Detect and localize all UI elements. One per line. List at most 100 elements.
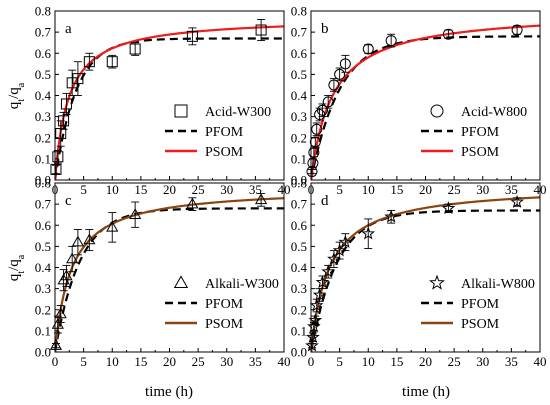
x-tick-label-c: 30 [220,354,233,369]
data-point-d [384,209,398,223]
legend-label-a: PFOM [205,125,244,140]
y-tick-label-b: 0.8 [291,4,307,19]
y-tick-label-c: 0.2 [35,302,51,317]
data-point-a [66,77,78,89]
x-tick-label-a: 5 [80,182,87,197]
y-tick-label-c: 0.0 [35,345,51,360]
y-tick-label-d: 0.7 [291,197,308,212]
legend-marker-c [173,275,189,288]
panel-label-d: d [321,193,329,209]
legend-label-d: PFOM [461,297,500,312]
legend-marker-b [430,104,444,118]
x-tick-label-d: 5 [336,354,343,369]
data-point-b [328,79,340,91]
curve-psom-d [311,196,540,352]
y-tick-label-a: 0.4 [35,88,52,103]
x-tick-label-d: 10 [362,354,375,369]
y-tick-label-b: 0.7 [291,25,308,40]
data-point-a [58,115,70,127]
data-point-a [255,24,267,36]
data-point-b [334,68,346,80]
y-tick-label-b: 0.0 [291,173,307,188]
data-point-b [311,123,323,135]
data-point-b [309,136,321,148]
data-point-c [106,220,119,232]
plot-area-b [311,24,540,180]
legend-label-c: PSOM [205,317,244,332]
x-tick-label-c: 25 [192,354,205,369]
y-tick-label-a: 0.0 [35,173,51,188]
data-point-b [362,43,374,55]
legend-label-b: PSOM [461,145,500,160]
data-point-a [50,163,62,175]
y-tick-label-a: 0.2 [35,130,51,145]
x-tick-label-c: 15 [134,354,147,369]
x-tick-label-a: 10 [106,182,119,197]
y-axis-label-top: qt/qa [6,82,27,109]
panel-a: 0 5 10 15 20 25 30 35 400.00.10.20.30.40.50.60.7… [35,4,291,198]
x-tick-label-b: 30 [476,182,489,197]
legend-label-c: PFOM [205,297,244,312]
y-tick-label-d: 0.2 [291,302,307,317]
y-tick-label-d: 0.5 [291,239,307,254]
data-point-b [322,96,334,108]
data-point-d [305,338,319,352]
legend-label-b: Acid-W800 [461,105,527,120]
x-axis-label-right: time (h) [402,384,450,400]
data-point-d [309,298,324,312]
curve-psom-b [311,24,540,180]
data-point-c [83,233,96,245]
x-tick-label-d: 20 [419,354,432,369]
y-tick-label-a: 0.6 [35,46,52,61]
data-point-c [129,208,142,219]
data-point-d [441,201,456,215]
legend-label-d: PSOM [461,317,500,332]
data-point-d [510,194,524,208]
data-point-a [72,73,84,85]
data-point-c [186,197,199,209]
x-tick-label-a: 15 [134,182,147,197]
data-point-a [55,128,67,140]
curve-pfom-d [311,209,540,352]
y-tick-label-c: 0.3 [35,281,51,296]
y-tick-label-d: 0.6 [291,218,308,233]
x-tick-label-b: 10 [362,182,375,197]
data-point-d [361,226,376,240]
y-tick-label-a: 0.8 [35,4,51,19]
x-tick-label-c: 5 [80,354,87,369]
x-tick-label-d: 0 [308,354,315,369]
data-point-d [312,287,327,301]
y-tick-label-b: 0.1 [291,151,307,166]
data-point-a [52,151,64,163]
legend-label-a: Acid-W300 [205,105,271,120]
data-point-d [327,251,341,265]
data-point-b [308,147,320,159]
data-point-d [306,330,320,344]
legend-label-c: Alkali-W300 [205,277,279,292]
x-tick-label-c: 40 [278,354,291,369]
panel-c: 0 5 10 15 20 25 30 35 40 0.0 0.1 0.2 0.3 0.4 0.5 0.6 0.7… [35,176,291,370]
x-axis-label-left: time (h) [145,384,193,400]
y-tick-label-c: 0.8 [35,176,51,191]
x-tick-label-d: 15 [390,354,403,369]
x-tick-label-c: 20 [163,354,176,369]
x-tick-label-d: 30 [476,354,489,369]
y-tick-label-d: 0.0 [291,345,307,360]
x-tick-label-b: 20 [419,182,432,197]
curve-pfom-c [55,207,284,352]
data-point-c [254,193,268,205]
panel-d: 0 5 10 15 20 25 30 35 40 0.0 0.1 0.2 0.3 0.4 0.5 0.6 0.7… [291,176,547,370]
data-point-c [71,235,85,247]
curve-psom-a [55,25,284,180]
x-tick-label-b: 35 [505,182,518,197]
data-point-a [106,56,118,68]
y-tick-label-d: 0.3 [291,281,307,296]
legend-marker-a [174,104,188,118]
legend-marker-d [429,274,445,290]
curve-psom-c [55,197,284,352]
y-tick-label-a: 0.1 [35,151,51,166]
data-point-c [49,339,63,350]
legend-label-b: PFOM [461,125,500,140]
plot-frame-a [54,10,285,181]
